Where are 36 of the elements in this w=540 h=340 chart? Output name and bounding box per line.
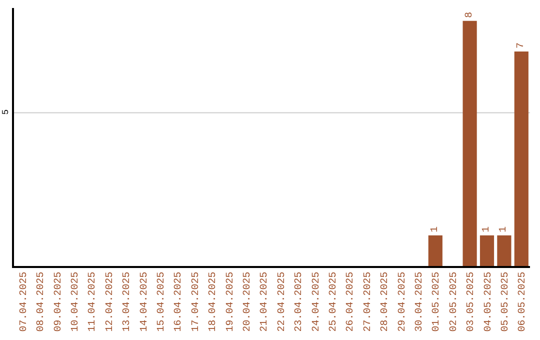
x-tick-label: 04.05.2025 <box>483 272 494 332</box>
x-tick-label: 03.05.2025 <box>466 272 478 332</box>
x-tick-label: 12.04.2025 <box>104 272 116 332</box>
x-tick-label: 08.04.2025 <box>36 272 48 332</box>
x-tick-label: 24.04.2025 <box>311 272 322 332</box>
x-tick-label: 18.04.2025 <box>208 272 220 332</box>
x-tick-label: 27.04.2025 <box>362 272 374 332</box>
x-tick-label: 19.04.2025 <box>225 272 236 332</box>
x-tick-label: 26.04.2025 <box>346 272 357 332</box>
data-label: 1 <box>430 226 441 232</box>
x-tick-label: 09.04.2025 <box>53 272 64 332</box>
x-tick-label: 16.04.2025 <box>174 272 185 332</box>
data-label: 7 <box>516 42 527 49</box>
x-tick-label: 28.04.2025 <box>380 272 392 332</box>
x-tick-label: 15.04.2025 <box>156 272 168 332</box>
data-label: 1 <box>498 226 510 232</box>
x-tick-label: 29.04.2025 <box>397 272 408 332</box>
x-tick-label: 10.04.2025 <box>70 272 82 332</box>
x-tick-label: 30.04.2025 <box>414 272 426 332</box>
x-tick-label: 05.05.2025 <box>500 272 512 332</box>
data-label: 1 <box>482 226 492 232</box>
x-tick-label: 13.04.2025 <box>122 272 134 332</box>
x-tick-label: 23.04.2025 <box>294 272 306 332</box>
x-tick-label: 11.04.2025 <box>88 272 99 332</box>
x-tick-label: 14.04.2025 <box>139 272 150 332</box>
data-label: 8 <box>464 12 476 18</box>
x-tick-label: 25.04.2025 <box>328 272 340 332</box>
x-tick-label: 22.04.2025 <box>276 272 288 332</box>
x-tick-label: 07.04.2025 <box>18 272 30 332</box>
x-tick-label: 06.05.2025 <box>518 272 529 332</box>
x-tick-label: 01.05.2025 <box>432 272 443 332</box>
x-tick-label: 20.04.2025 <box>242 272 254 332</box>
x-tick-label: 17.04.2025 <box>190 272 202 332</box>
ref-line-label: 5 <box>1 109 12 115</box>
x-tick-label: 02.05.2025 <box>448 272 460 332</box>
x-tick-label: 21.04.2025 <box>260 272 271 332</box>
